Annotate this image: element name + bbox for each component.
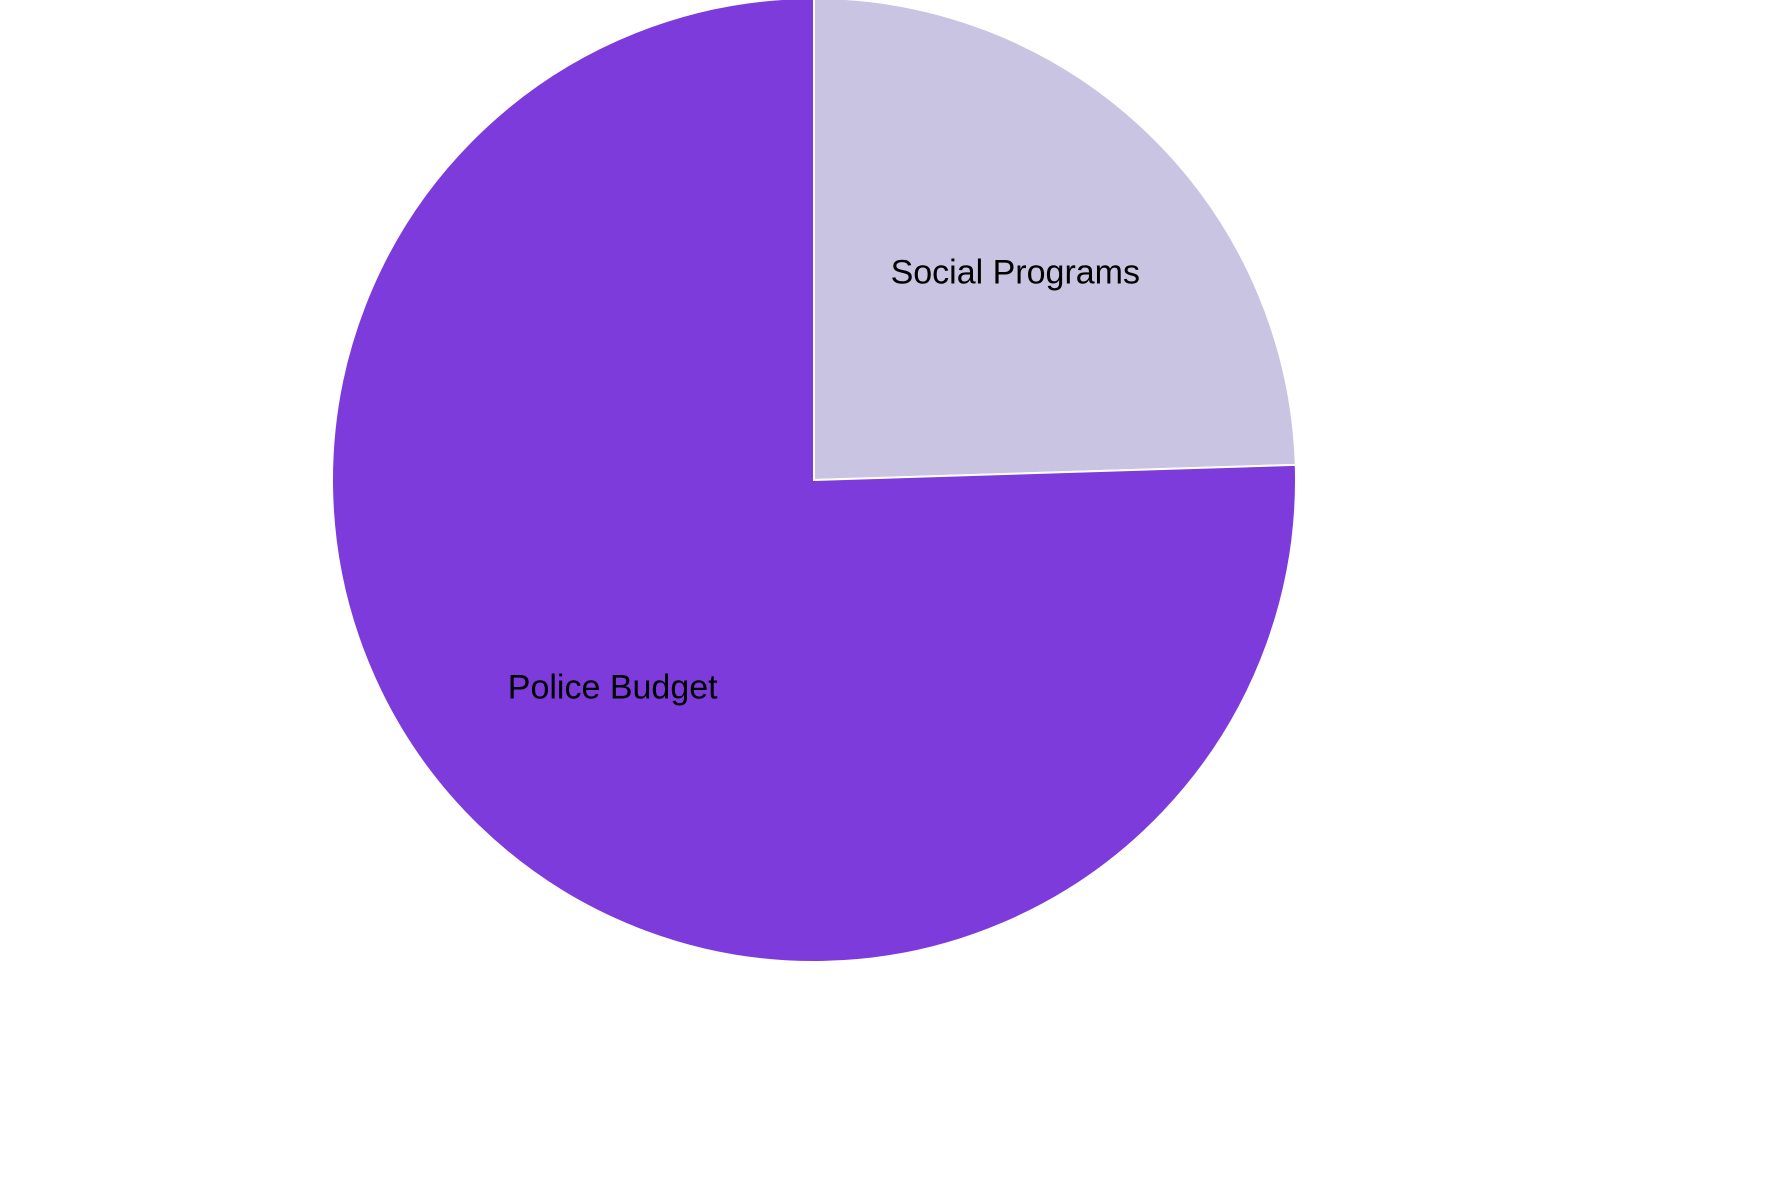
pie-slice-police-budget <box>331 0 1297 963</box>
slice-label-police-budget: Police Budget <box>508 669 718 707</box>
pie-slice-social-programs <box>813 0 1297 482</box>
labels-layer: Social Programs Police Budget <box>508 253 1140 706</box>
slices-layer <box>331 0 1297 963</box>
slice-label-social-programs: Social Programs <box>891 253 1140 291</box>
